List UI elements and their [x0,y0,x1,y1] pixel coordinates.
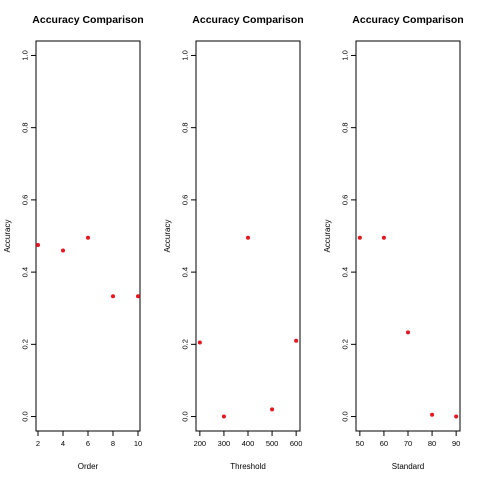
x-tick-label: 400 [242,439,255,448]
x-axis-label: Threshold [230,462,266,471]
y-tick-label: 0.2 [21,339,30,349]
x-tick-label: 50 [356,439,364,448]
data-point [430,412,435,417]
x-axis-label: Order [78,462,99,471]
x-tick-label: 80 [428,439,436,448]
x-tick-label: 4 [61,439,65,448]
y-tick-label: 0.0 [21,411,30,421]
x-tick-label: 2 [36,439,40,448]
y-tick-label: 0.0 [181,411,190,421]
y-tick-label: 1.0 [21,50,30,60]
data-point [246,235,250,240]
y-tick-label: 0.6 [181,195,190,205]
y-tick-label: 0.6 [21,195,30,205]
data-point [136,294,140,299]
plot-frame [355,40,461,432]
data-point [270,407,275,412]
x-tick-label: 60 [380,439,388,448]
data-point [36,243,40,248]
y-tick-label: 0.4 [181,267,190,277]
y-tick-label: 0.4 [341,267,350,277]
x-tick-label: 200 [194,439,207,448]
data-point [406,330,410,335]
data-point [221,414,226,419]
chart-panel-1: Accuracy Comparison Order Accuracy 2 4 6 8 10 0.… [3,14,144,471]
x-tick-label: 70 [404,439,412,448]
x-tick-label: 600 [290,439,303,448]
data-point [86,235,90,240]
chart-panel-2: Accuracy Comparison Threshold Accuracy 200 3… [163,14,304,471]
x-tick-label: 6 [86,439,90,448]
y-tick-label: 0.8 [181,122,190,132]
y-axis-label: Accuracy [163,220,172,253]
y-axis-label: Accuracy [323,220,332,253]
y-tick-label: 1.0 [341,50,350,60]
x-tick-label: 90 [452,439,460,448]
data-point [357,235,362,240]
chart-title: Accuracy Comparison [352,14,463,26]
x-tick-label: 10 [134,439,142,448]
y-tick-label: 0.2 [181,339,190,349]
y-tick-label: 1.0 [181,50,190,60]
y-tick-label: 0.8 [21,122,30,132]
y-tick-label: 0.8 [341,122,350,132]
x-tick-label: 300 [218,439,231,448]
data-point [61,248,65,253]
y-tick-label: 0.2 [341,339,350,349]
chart-title: Accuracy Comparison [192,14,303,26]
x-axis-label: Standard [392,462,424,471]
y-axis-label: Accuracy [3,220,12,253]
chart-title: Accuracy Comparison [32,14,143,26]
data-point [294,338,299,343]
x-tick-label: 8 [111,439,115,448]
y-tick-label: 0.4 [21,267,30,277]
y-tick-label: 0.0 [341,411,350,421]
data-point [197,340,202,345]
x-tick-label: 500 [266,439,279,448]
data-point [454,414,459,419]
y-tick-label: 0.6 [341,195,350,205]
data-point [381,235,386,240]
data-point [111,294,115,299]
chart-panel-3: Accuracy Comparison Standard Accuracy 50 60 7… [323,14,464,471]
